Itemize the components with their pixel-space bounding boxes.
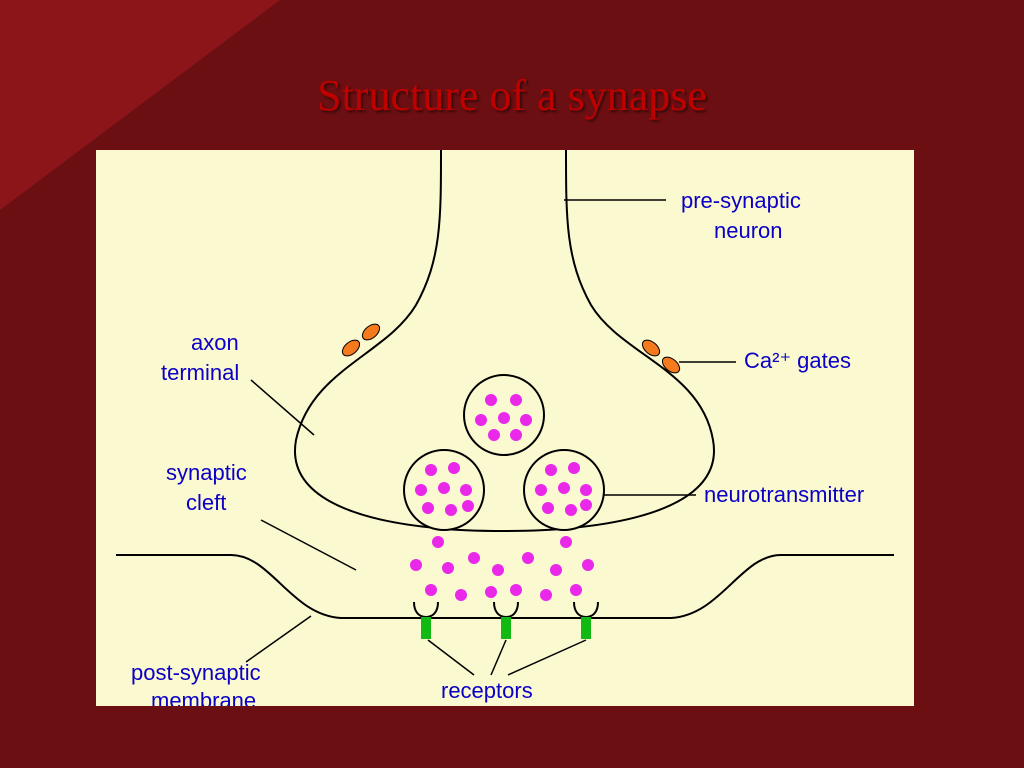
label-axon-2: terminal — [161, 360, 239, 385]
label-ca-gates: Ca²⁺ gates — [744, 348, 851, 373]
label-axon-1: axon — [191, 330, 239, 355]
label-postsyn-1: post-synaptic — [131, 660, 261, 685]
synapse-diagram: pre-synaptic neuron axon terminal Ca²⁺ g… — [96, 150, 914, 706]
slide-title: Structure of a synapse — [0, 70, 1024, 121]
label-neurotransmitter: neurotransmitter — [704, 482, 864, 507]
label-receptors: receptors — [441, 678, 533, 703]
label-pre-synaptic-2: neuron — [714, 218, 783, 243]
label-cleft-2: cleft — [186, 490, 226, 515]
label-postsyn-2: membrane — [151, 688, 256, 706]
slide-root: Structure of a synapse — [0, 0, 1024, 768]
label-cleft-1: synaptic — [166, 460, 247, 485]
diagram-area: pre-synaptic neuron axon terminal Ca²⁺ g… — [96, 150, 914, 706]
label-pre-synaptic-1: pre-synaptic — [681, 188, 801, 213]
